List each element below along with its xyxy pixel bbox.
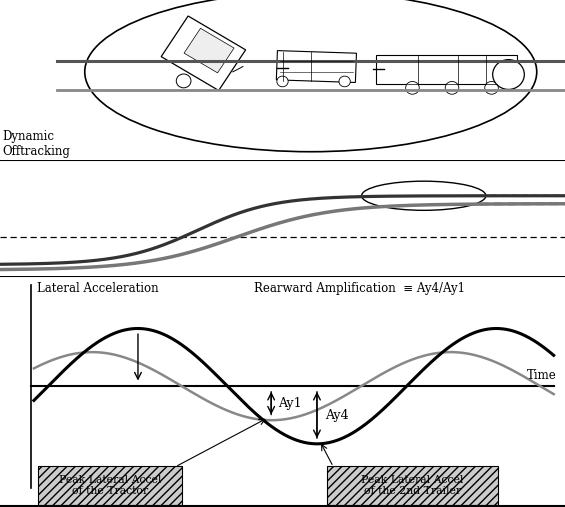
Text: Lateral Acceleration: Lateral Acceleration <box>37 282 158 295</box>
Polygon shape <box>161 16 246 90</box>
Circle shape <box>493 60 524 89</box>
Circle shape <box>277 76 288 87</box>
Polygon shape <box>376 55 517 84</box>
Text: Time: Time <box>527 369 557 382</box>
FancyBboxPatch shape <box>327 466 498 505</box>
Polygon shape <box>184 28 234 73</box>
Circle shape <box>339 76 350 87</box>
Text: Ay1: Ay1 <box>278 396 302 410</box>
Text: Rearward Amplification  ≡ Ay4/Ay1: Rearward Amplification ≡ Ay4/Ay1 <box>254 282 465 295</box>
Text: Peak Lateral Accel
of the 2nd Trailer: Peak Lateral Accel of the 2nd Trailer <box>361 475 464 496</box>
Circle shape <box>176 74 191 88</box>
Polygon shape <box>276 51 357 83</box>
FancyBboxPatch shape <box>38 466 182 505</box>
Circle shape <box>445 82 459 94</box>
Text: Peak Lateral Accel
of the Tractor: Peak Lateral Accel of the Tractor <box>59 475 162 496</box>
Circle shape <box>406 82 419 94</box>
Text: Ay4: Ay4 <box>325 409 349 421</box>
Text: Dynamic
Offtracking: Dynamic Offtracking <box>3 130 71 158</box>
Circle shape <box>485 82 498 94</box>
